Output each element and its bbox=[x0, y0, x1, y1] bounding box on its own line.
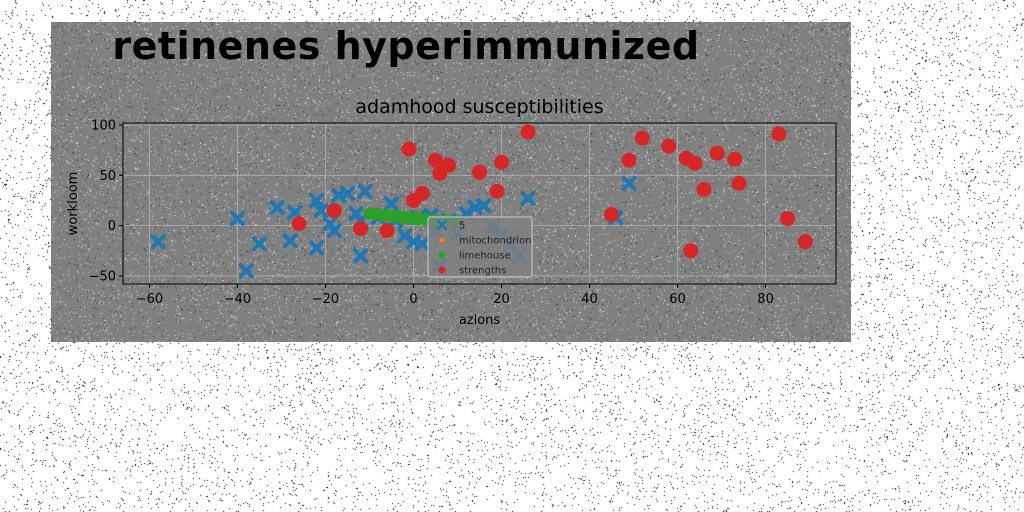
marker-stroke bbox=[309, 192, 325, 208]
marker-stroke bbox=[238, 263, 254, 279]
legend-label: 5 bbox=[459, 221, 465, 232]
marker-stroke bbox=[397, 228, 413, 244]
data-point bbox=[520, 190, 536, 206]
data-point bbox=[326, 203, 342, 219]
data-point bbox=[353, 221, 369, 237]
data-point bbox=[687, 155, 703, 171]
legend-marker bbox=[438, 251, 446, 259]
x-tick-label: −60 bbox=[136, 292, 163, 307]
marker-stroke bbox=[520, 190, 536, 206]
data-point bbox=[661, 138, 677, 154]
x-tick-label: 80 bbox=[757, 292, 774, 307]
page-heading: retinenes hyperimmunized bbox=[112, 24, 700, 68]
x-tick-label: 40 bbox=[581, 292, 598, 307]
data-point bbox=[269, 200, 285, 216]
marker-stroke bbox=[229, 211, 245, 227]
data-point bbox=[238, 263, 254, 279]
legend-marker bbox=[436, 219, 448, 231]
marker-stroke bbox=[331, 187, 347, 203]
x-tick-label: 0 bbox=[409, 292, 417, 307]
marker-stroke bbox=[383, 196, 399, 211]
data-point bbox=[309, 192, 325, 208]
data-point bbox=[427, 152, 443, 168]
data-point bbox=[326, 223, 342, 239]
legend-label: strengths bbox=[459, 266, 506, 277]
marker-stroke bbox=[326, 223, 342, 239]
legend-marker bbox=[439, 237, 445, 243]
marker-stroke bbox=[282, 233, 298, 249]
marker-stroke bbox=[467, 200, 483, 216]
marker-stroke bbox=[309, 240, 325, 256]
data-point bbox=[472, 164, 487, 180]
data-point bbox=[414, 185, 430, 201]
legend: 5 mitochondrion limehouse strengths bbox=[427, 216, 533, 278]
legend-marker bbox=[438, 266, 446, 274]
data-point bbox=[353, 248, 369, 264]
data-point bbox=[771, 126, 787, 142]
marker-stroke bbox=[287, 205, 303, 221]
series-strengths bbox=[291, 124, 813, 259]
x-tick-label: 60 bbox=[669, 292, 686, 307]
data-point bbox=[604, 207, 620, 223]
x-tick-label: −40 bbox=[224, 292, 251, 307]
data-point bbox=[313, 203, 329, 219]
axis-ticks: −60 −40 −20 0 20 40 60 80 −50 0 50 100 bbox=[89, 119, 774, 307]
marker-stroke bbox=[436, 219, 448, 231]
plot-frame bbox=[122, 122, 837, 285]
data-point bbox=[780, 211, 796, 227]
data-point bbox=[150, 234, 166, 250]
data-point bbox=[476, 198, 492, 214]
y-tick-label: 100 bbox=[91, 119, 116, 134]
data-point bbox=[709, 145, 725, 161]
y-tick-label: 50 bbox=[99, 169, 116, 184]
legend-box bbox=[427, 216, 533, 278]
marker-stroke bbox=[269, 200, 285, 216]
data-point bbox=[621, 175, 637, 191]
legend-label: limehouse bbox=[459, 251, 511, 262]
marker-stroke bbox=[476, 198, 492, 214]
data-point bbox=[621, 152, 637, 168]
data-point bbox=[282, 233, 298, 249]
data-point bbox=[229, 211, 245, 227]
y-tick-label: 0 bbox=[108, 219, 116, 234]
data-point bbox=[414, 236, 430, 252]
data-point bbox=[291, 216, 307, 232]
marker-stroke bbox=[353, 248, 369, 264]
data-point bbox=[251, 236, 267, 252]
data-point bbox=[401, 141, 417, 157]
data-point bbox=[727, 151, 743, 167]
x-tick-label: 20 bbox=[493, 292, 510, 307]
data-point bbox=[683, 243, 699, 259]
marker-stroke bbox=[150, 234, 166, 250]
y-tick-label: −50 bbox=[89, 269, 116, 284]
marker-stroke bbox=[621, 175, 637, 191]
data-point bbox=[520, 124, 536, 140]
y-axis-label: workloom bbox=[66, 172, 81, 236]
data-point bbox=[309, 240, 325, 256]
data-point bbox=[339, 185, 355, 201]
figure-panel: retinenes hyperimmunized −60 −40 −20 0 20 40 6… bbox=[51, 22, 851, 342]
marker-stroke bbox=[339, 185, 355, 201]
marker-stroke bbox=[414, 236, 430, 252]
data-point bbox=[797, 234, 813, 250]
data-point bbox=[441, 157, 457, 173]
chart-title: adamhood susceptibilities bbox=[355, 96, 603, 118]
data-point bbox=[494, 154, 510, 170]
x-axis-label: azlons bbox=[459, 313, 501, 328]
data-point bbox=[357, 183, 373, 199]
marker-stroke bbox=[313, 203, 329, 219]
data-point bbox=[383, 196, 399, 211]
data-point bbox=[379, 223, 395, 239]
marker-stroke bbox=[251, 236, 267, 252]
marker-stroke bbox=[357, 183, 373, 199]
data-point bbox=[696, 181, 712, 197]
legend-label: mitochondrion bbox=[459, 236, 532, 247]
scatter-chart: −60 −40 −20 0 20 40 60 80 −50 0 50 100 adamhood sus… bbox=[66, 96, 837, 328]
data-point bbox=[634, 130, 650, 146]
figure-noise bbox=[51, 22, 851, 342]
data-point bbox=[731, 175, 747, 191]
x-tick-label: −20 bbox=[312, 292, 339, 307]
data-point bbox=[489, 183, 505, 199]
